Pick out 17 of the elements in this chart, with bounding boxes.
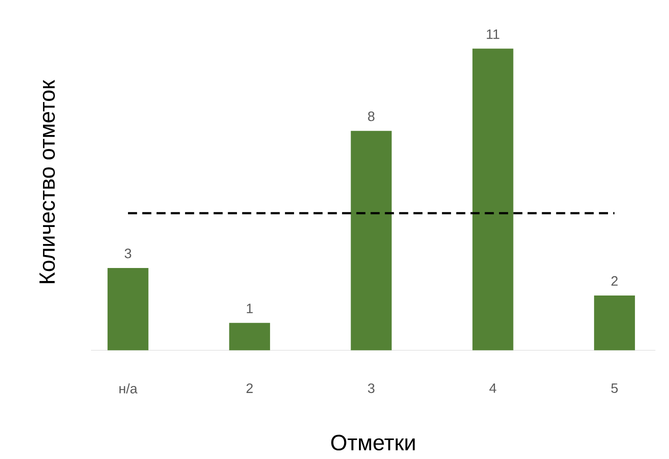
x-tick-label: 3: [368, 383, 374, 393]
data-label: 3: [124, 248, 132, 258]
x-axis-title: Отметки: [331, 434, 415, 450]
bar: [108, 268, 148, 350]
y-axis-title: Количество отметок: [40, 80, 55, 283]
bar: [350, 130, 392, 350]
x-tick-label: 4: [489, 383, 496, 393]
data-label: 1: [246, 304, 253, 313]
bar: [229, 322, 270, 350]
data-label: 2: [611, 276, 618, 286]
data-label: 11: [486, 29, 500, 39]
bar: [594, 295, 635, 350]
data-label: 8: [368, 111, 374, 122]
x-tick-label: 2: [246, 383, 253, 393]
bar: [472, 48, 514, 350]
x-tick-label: н/а: [119, 383, 138, 394]
x-tick-label: 5: [611, 383, 618, 393]
